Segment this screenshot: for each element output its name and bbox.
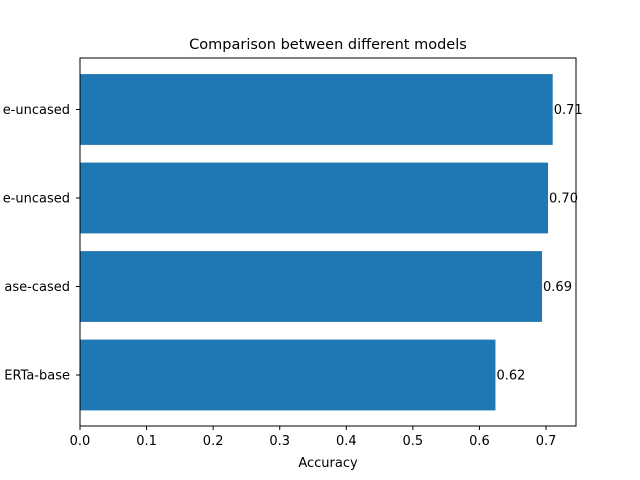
data-labels-group: 0.71 0.70 0.69 0.62 [496,103,582,384]
bar [80,74,553,145]
plot-frame [79,57,577,427]
bars-group [80,74,553,411]
chart-title: Comparison between different models [189,37,467,53]
y-tick-label: e-uncased [3,103,70,118]
bar [80,339,496,411]
x-tick-label: 0.1 [136,434,157,449]
y-tick-label: ase-cased [4,280,70,295]
y-tick-label: ERTa-base [4,369,70,384]
x-axis-label: Accuracy [298,456,358,471]
x-tick-label: 0.6 [469,434,490,449]
x-tick-label: 0.0 [70,434,91,449]
x-tick-label: 0.7 [536,434,557,449]
bar-value-label: 0.71 [554,103,583,118]
y-tick-label: e-uncased [3,192,70,207]
bar-value-label: 0.70 [549,192,578,207]
bar-value-label: 0.69 [543,280,572,295]
bar [80,162,549,234]
x-tick-label: 0.2 [203,434,224,449]
x-tick-label: 0.3 [269,434,290,449]
bar-value-label: 0.62 [496,369,525,384]
y-axis: e-uncased e-uncased ase-cased ERTa-base [3,103,80,384]
x-tick-label: 0.4 [336,434,357,449]
bar [80,251,543,322]
x-tick-label: 0.5 [403,434,424,449]
x-axis: 0.0 0.1 0.2 0.3 0.4 0.5 0.6 0.7 [70,426,557,449]
